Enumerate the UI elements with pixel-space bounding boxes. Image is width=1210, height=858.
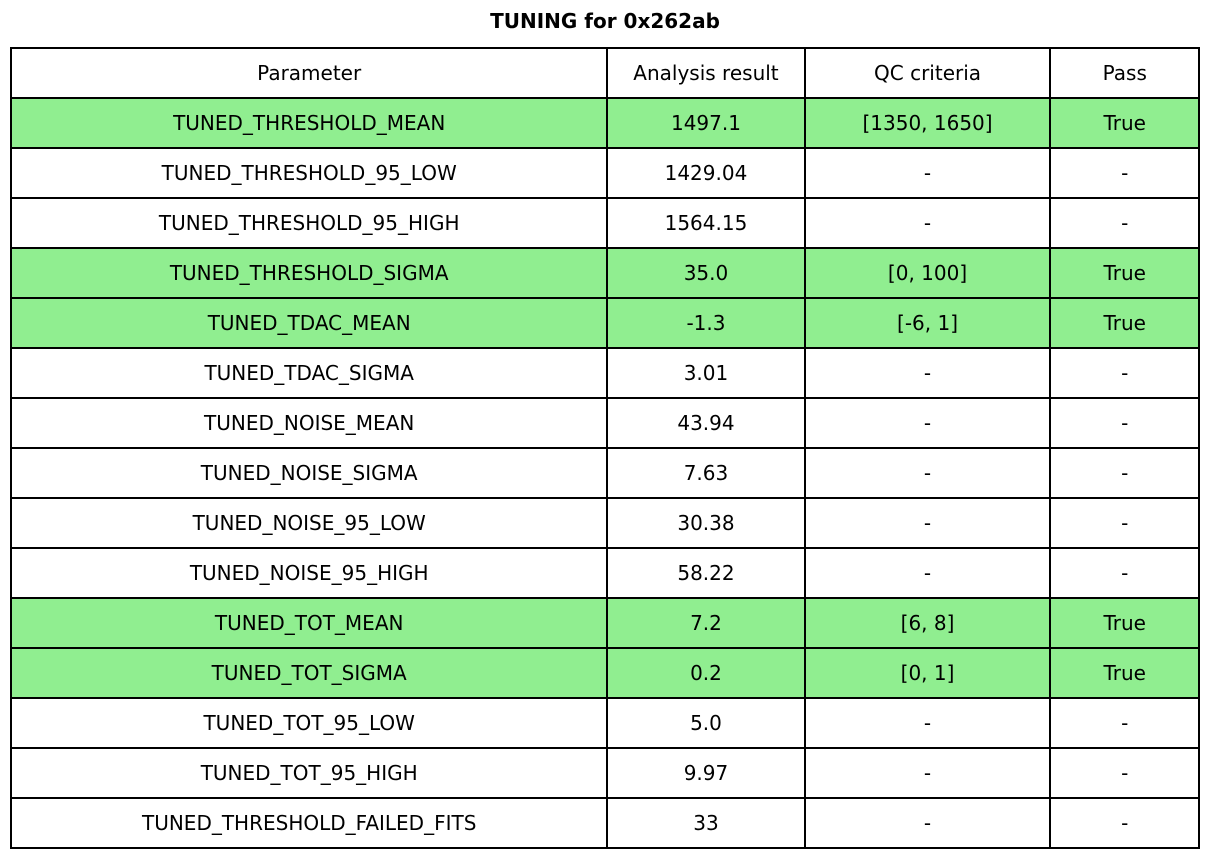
cell-analysis-result: 7.2: [606, 597, 806, 649]
table-row: TUNED_THRESHOLD_95_LOW 1429.04- -: [9, 147, 1200, 199]
chart-title: TUNING for 0x262ab: [490, 9, 720, 33]
header-row: Parameter Analysis result QC criteria Pass: [9, 47, 1200, 99]
cell-pass: True: [1049, 247, 1200, 299]
cell-qc-criteria: -: [803, 547, 1052, 599]
table-head: Parameter Analysis result QC criteria Pass: [9, 47, 1200, 99]
cell-pass: -: [1049, 697, 1200, 749]
cell-pass: True: [1049, 597, 1200, 649]
table-row: TUNED_TOT_SIGMA 0.2 [0, 1] True: [9, 647, 1200, 699]
table-row: TUNED_NOISE_95_HIGH 58.22- -: [9, 547, 1200, 599]
cell-pass: -: [1049, 197, 1200, 249]
column-header: Parameter: [9, 47, 609, 99]
cell-pass: -: [1049, 447, 1200, 499]
cell-analysis-result: -1.3: [606, 297, 806, 349]
table-row: TUNED_NOISE_MEAN 43.94- -: [9, 397, 1200, 449]
cell-parameter: TUNED_TDAC_MEAN: [9, 297, 609, 349]
cell-parameter: TUNED_THRESHOLD_FAILED_FITS: [9, 797, 609, 849]
column-header: Pass: [1049, 47, 1200, 99]
cell-parameter: TUNED_TOT_95_HIGH: [9, 747, 609, 799]
cell-analysis-result: 0.2: [606, 647, 806, 699]
cell-pass: -: [1049, 747, 1200, 799]
cell-analysis-result: 7.63: [606, 447, 806, 499]
cell-parameter: TUNED_NOISE_MEAN: [9, 397, 609, 449]
cell-parameter: TUNED_TOT_MEAN: [9, 597, 609, 649]
cell-parameter: TUNED_NOISE_SIGMA: [9, 447, 609, 499]
cell-parameter: TUNED_THRESHOLD_SIGMA: [9, 247, 609, 299]
cell-parameter: TUNED_TDAC_SIGMA: [9, 347, 609, 399]
cell-analysis-result: 43.94: [606, 397, 806, 449]
cell-analysis-result: 9.97: [606, 747, 806, 799]
cell-parameter: TUNED_THRESHOLD_95_HIGH: [9, 197, 609, 249]
cell-pass: -: [1049, 147, 1200, 199]
cell-pass: -: [1049, 497, 1200, 549]
table-row: TUNED_THRESHOLD_FAILED_FITS 33- -: [9, 797, 1200, 849]
cell-pass: -: [1049, 797, 1200, 849]
cell-pass: True: [1049, 297, 1200, 349]
cell-qc-criteria: -: [803, 397, 1052, 449]
cell-analysis-result: 5.0: [606, 697, 806, 749]
column-header: Analysis result: [606, 47, 806, 99]
cell-qc-criteria: [1350, 1650]: [803, 97, 1052, 149]
cell-parameter: TUNED_NOISE_95_HIGH: [9, 547, 609, 599]
table-body: TUNED_THRESHOLD_MEAN 1497.1 [1350, 1650] Tr…: [9, 97, 1200, 849]
cell-parameter: TUNED_TOT_95_LOW: [9, 697, 609, 749]
cell-qc-criteria: [-6, 1]: [803, 297, 1052, 349]
table-row: TUNED_NOISE_95_LOW 30.38- -: [9, 497, 1200, 549]
table-row: TUNED_THRESHOLD_SIGMA 35.0 [0, 100] True: [9, 247, 1200, 299]
cell-qc-criteria: -: [803, 447, 1052, 499]
cell-qc-criteria: -: [803, 747, 1052, 799]
cell-qc-criteria: -: [803, 697, 1052, 749]
cell-analysis-result: 35.0: [606, 247, 806, 299]
cell-pass: True: [1049, 647, 1200, 699]
cell-analysis-result: 1564.15: [606, 197, 806, 249]
cell-qc-criteria: [0, 100]: [803, 247, 1052, 299]
cell-qc-criteria: -: [803, 147, 1052, 199]
table-row: TUNED_TDAC_SIGMA 3.01- -: [9, 347, 1200, 399]
cell-qc-criteria: [0, 1]: [803, 647, 1052, 699]
cell-pass: -: [1049, 347, 1200, 399]
cell-parameter: TUNED_THRESHOLD_MEAN: [9, 97, 609, 149]
table-row: TUNED_THRESHOLD_MEAN 1497.1 [1350, 1650] Tr…: [9, 97, 1200, 149]
table-row: TUNED_TOT_95_LOW 5.0- -: [9, 697, 1200, 749]
cell-qc-criteria: -: [803, 197, 1052, 249]
cell-qc-criteria: -: [803, 797, 1052, 849]
cell-analysis-result: 33: [606, 797, 806, 849]
column-header: QC criteria: [803, 47, 1052, 99]
cell-analysis-result: 3.01: [606, 347, 806, 399]
cell-pass: -: [1049, 397, 1200, 449]
table-row: TUNED_THRESHOLD_95_HIGH 1564.15- -: [9, 197, 1200, 249]
cell-parameter: TUNED_NOISE_95_LOW: [9, 497, 609, 549]
cell-parameter: TUNED_THRESHOLD_95_LOW: [9, 147, 609, 199]
cell-qc-criteria: [6, 8]: [803, 597, 1052, 649]
table-row: TUNED_TOT_95_HIGH 9.97- -: [9, 747, 1200, 799]
cell-analysis-result: 1429.04: [606, 147, 806, 199]
cell-pass: -: [1049, 547, 1200, 599]
cell-parameter: TUNED_TOT_SIGMA: [9, 647, 609, 699]
cell-analysis-result: 58.22: [606, 547, 806, 599]
cell-analysis-result: 1497.1: [606, 97, 806, 149]
cell-pass: True: [1049, 97, 1200, 149]
cell-analysis-result: 30.38: [606, 497, 806, 549]
table-row: TUNED_NOISE_SIGMA 7.63- -: [9, 447, 1200, 499]
qc-table: Parameter Analysis result QC criteria Pass …: [9, 47, 1200, 849]
cell-qc-criteria: -: [803, 347, 1052, 399]
table-row: TUNED_TOT_MEAN 7.2 [6, 8] True: [9, 597, 1200, 649]
table-row: TUNED_TDAC_MEAN -1.3 [-6, 1] True: [9, 297, 1200, 349]
cell-qc-criteria: -: [803, 497, 1052, 549]
